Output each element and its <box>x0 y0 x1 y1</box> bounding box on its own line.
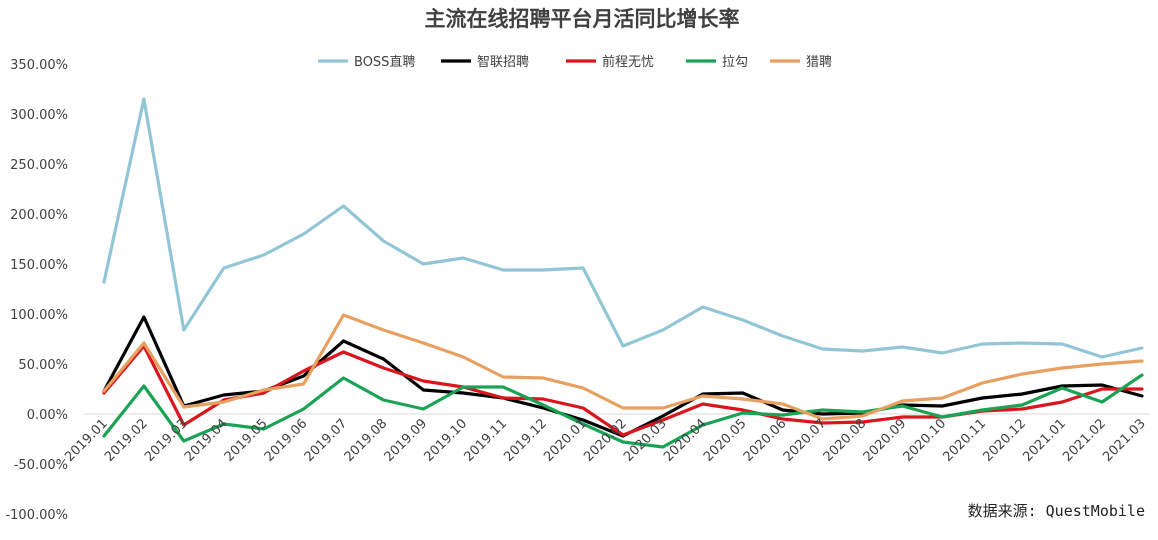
x-tick-label: 2019.06 <box>262 416 311 465</box>
y-tick-label: 100.00% <box>10 308 68 323</box>
y-tick-label: 0.00% <box>27 408 68 423</box>
legend-label: 拉勾 <box>722 55 748 70</box>
x-tick-label: 2019.08 <box>342 416 391 465</box>
x-tick-label: 2020.11 <box>941 416 990 465</box>
x-tick-label: 2019.01 <box>62 416 111 465</box>
x-tick-label: 2021.01 <box>1020 416 1069 465</box>
y-tick-label: 250.00% <box>10 158 68 173</box>
y-tick-label: 300.00% <box>10 108 68 123</box>
series-lines <box>102 97 1144 449</box>
legend-label: 猎聘 <box>806 55 832 70</box>
legend-label: BOSS直聘 <box>354 55 415 70</box>
y-tick-label: 350.00% <box>10 58 68 73</box>
series-line-猎聘 <box>102 313 1144 421</box>
y-tick-label: 50.00% <box>18 358 68 373</box>
legend-label: 智联招聘 <box>477 55 529 70</box>
legend-label: 前程无忧 <box>602 54 654 70</box>
y-tick-label: -50.00% <box>14 458 68 473</box>
x-tick-label: 2019.09 <box>382 416 431 465</box>
y-axis: -100.00% -50.00% 0.00% 50.00% 100.00% 150.00%… <box>5 58 68 523</box>
source-note: 数据来源: QuestMobile <box>968 502 1145 520</box>
x-tick-label: 2020.10 <box>901 416 950 465</box>
x-tick-label: 2021.02 <box>1060 416 1109 465</box>
x-tick-label: 2020.07 <box>781 416 830 465</box>
chart-title: 主流在线招聘平台月活同比增长率 <box>425 6 740 31</box>
x-tick-label: 2019.10 <box>422 416 471 465</box>
x-tick-label: 2019.12 <box>501 416 550 465</box>
y-tick-label: 200.00% <box>10 208 68 223</box>
x-tick-label: 2019.04 <box>182 416 231 465</box>
legend: BOSS直聘 智联招聘 前程无忧 拉勾 猎聘 <box>318 54 832 70</box>
series-line-BOSS直聘 <box>102 97 1144 359</box>
x-tick-label: 2019.07 <box>302 416 351 465</box>
x-tick-label: 2020.04 <box>661 416 710 465</box>
series-line-拉勾 <box>102 373 1144 449</box>
y-tick-label: 150.00% <box>10 258 68 273</box>
x-tick-label: 2020.12 <box>980 416 1029 465</box>
x-tick-label: 2020.01 <box>541 416 590 465</box>
x-tick-label: 2020.06 <box>741 416 790 465</box>
x-tick-label: 2020.09 <box>861 416 910 465</box>
x-tick-label: 2021.03 <box>1100 416 1149 465</box>
x-tick-label: 2019.11 <box>461 416 510 465</box>
y-tick-label: -100.00% <box>5 508 68 523</box>
x-tick-label: 2019.02 <box>102 416 151 465</box>
